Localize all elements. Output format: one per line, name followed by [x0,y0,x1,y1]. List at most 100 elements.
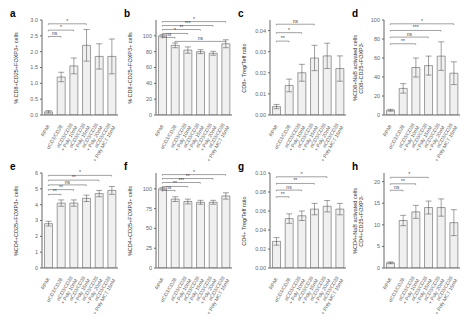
svg-text:***: *** [413,24,419,30]
svg-text:*: * [174,27,176,33]
svg-text:**: ** [173,180,177,186]
svg-text:**: ** [401,38,405,44]
svg-text:40: 40 [374,74,380,80]
svg-text:0: 0 [377,112,380,118]
svg-text:RPMI: RPMI [153,277,164,291]
svg-text:*: * [79,169,81,175]
html-text:+ Poly 15nM: + Poly 15nM [299,124,320,152]
svg-text:*: * [193,169,195,175]
svg-text:*: * [66,18,68,24]
svg-text:1: 1 [35,249,38,255]
svg-text:**: ** [179,24,183,30]
svg-text:20: 20 [374,179,380,185]
svg-text:0.04: 0.04 [255,28,266,34]
svg-text:ns: ns [166,31,172,37]
svg-text:100: 100 [143,33,152,39]
svg-text:5: 5 [377,243,380,249]
svg-text:20: 20 [374,93,380,99]
svg-text:αCD3/CD28+ Poly MCT 15nM: αCD3/CD28+ Poly MCT 15nM [314,122,344,161]
svg-text:0.5: 0.5 [30,96,38,102]
svg-text:25: 25 [146,245,152,251]
svg-text:0.06: 0.06 [255,208,266,214]
svg-text:40: 40 [146,80,152,86]
svg-text:ns: ns [394,184,400,190]
svg-text:RPMI: RPMI [39,124,50,138]
svg-text:60: 60 [146,64,152,70]
svg-text:0.0: 0.0 [30,112,38,118]
svg-text:ns: ns [52,30,58,36]
svg-text:αCD3/CD28+ Poly MCT 15nM: αCD3/CD28+ Poly MCT 15nM [200,275,230,314]
svg-text:50: 50 [146,225,152,231]
svg-text:**: ** [401,178,405,184]
svg-text:0.04: 0.04 [255,227,266,233]
svg-text:αCD3/CD28+ Poly MCT 15nM: αCD3/CD28+ Poly MCT 15nM [428,122,458,161]
svg-text:80: 80 [146,49,152,55]
svg-text:0: 0 [377,265,380,271]
svg-text:*: * [288,27,290,33]
svg-text:RPMI: RPMI [153,124,164,138]
svg-text:6: 6 [35,170,38,176]
svg-text:0: 0 [35,265,38,271]
svg-text:60: 60 [374,55,380,61]
svg-text:ns: ns [293,18,299,24]
svg-text:2: 2 [35,233,38,239]
svg-text:5: 5 [35,186,38,192]
svg-text:0.08: 0.08 [255,189,266,195]
svg-text:αCD3/CD28+ Poly MCT 15nM: αCD3/CD28+ Poly MCT 15nM [428,275,458,314]
svg-text:10: 10 [374,222,380,228]
svg-text:**: ** [293,177,297,183]
svg-text:1.5: 1.5 [30,64,38,70]
svg-text:1.0: 1.0 [30,80,38,86]
svg-text:**: ** [59,184,63,190]
svg-text:20: 20 [146,96,152,102]
svg-text:*: * [60,24,62,30]
svg-text:0.03: 0.03 [255,49,266,55]
svg-text:0.10: 0.10 [255,170,266,176]
svg-text:***: *** [185,20,191,26]
svg-text:RPMI: RPMI [381,277,392,291]
svg-text:0: 0 [149,112,152,118]
svg-text:**: ** [281,191,285,197]
svg-text:*: * [301,171,303,177]
svg-text:3.0: 3.0 [30,17,38,23]
svg-text:**: ** [186,173,190,179]
svg-text:75: 75 [146,206,152,212]
svg-text:ns: ns [286,184,292,190]
svg-text:αCD3/CD28+ Poly MCT 15nM: αCD3/CD28+ Poly MCT 15nM [86,275,116,314]
svg-text:*: * [193,16,195,22]
svg-text:**: ** [53,188,57,194]
svg-text:2.0: 2.0 [30,49,38,55]
svg-text:ns: ns [166,184,172,190]
svg-text:ns: ns [407,31,413,37]
svg-text:RPMI: RPMI [267,124,278,138]
svg-text:0.02: 0.02 [255,246,266,252]
svg-text:0.02: 0.02 [255,70,266,76]
html-text:+ Poly 15nM: + Poly 15nM [413,124,434,152]
html-text:+ Poly 15nM: + Poly 15nM [185,124,206,152]
svg-text:100: 100 [371,17,380,23]
svg-text:*: * [408,171,410,177]
svg-text:***: *** [178,177,184,183]
svg-text:3: 3 [35,217,38,223]
svg-text:αCD3/CD28+ Poly MCT 15nM: αCD3/CD28+ Poly MCT 15nM [200,122,230,161]
svg-text:αCD3/CD28+ Poly MCT 15nM: αCD3/CD28+ Poly MCT 15nM [314,275,344,314]
svg-text:0.00: 0.00 [255,265,266,271]
html-text:+ Poly 15nM: + Poly 15nM [71,124,92,152]
svg-text:0.00: 0.00 [255,112,266,118]
svg-text:4: 4 [35,202,38,208]
svg-text:2.5: 2.5 [30,33,38,39]
svg-text:0.01: 0.01 [255,91,266,97]
svg-text:15: 15 [374,200,380,206]
svg-text:RPMI: RPMI [381,124,392,138]
svg-text:αCD3/CD28+ Poly MCT 15nM: αCD3/CD28+ Poly MCT 15nM [86,122,116,161]
svg-text:ns: ns [65,179,71,185]
svg-text:80: 80 [374,36,380,42]
svg-text:RPMI: RPMI [39,277,50,291]
svg-text:**: ** [281,35,285,41]
svg-text:100: 100 [143,186,152,192]
svg-text:ns: ns [198,35,204,41]
svg-text:RPMI: RPMI [267,277,278,291]
svg-text:**: ** [72,174,76,180]
svg-text:*: * [421,18,423,24]
svg-text:0: 0 [149,265,152,271]
